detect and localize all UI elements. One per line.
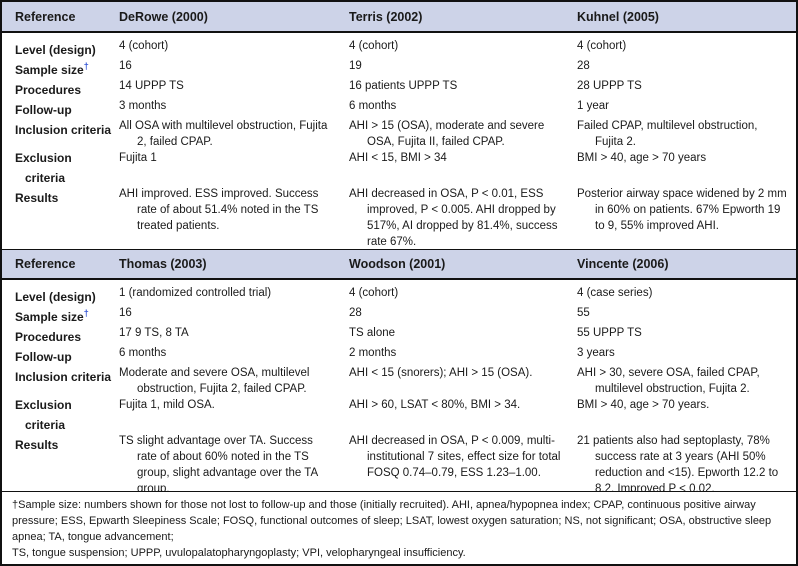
row-exclusion-criteria: Exclusion criteria Fujita 1, mild OSA. A…	[2, 397, 796, 433]
cell-terris: 16 patients UPPP TS	[349, 80, 458, 92]
row-inclusion-criteria: Inclusion criteria Moderate and severe O…	[2, 365, 796, 397]
cell-terris: AHI > 15 (OSA), moderate and severe OSA,…	[349, 120, 545, 148]
cell-vincente: 4 (case series)	[577, 287, 653, 299]
cell-vincente: 55	[577, 307, 590, 319]
row-label: Follow-up	[15, 103, 72, 117]
cell-derowe: Fujita 1	[119, 152, 157, 164]
row-procedures: Procedures 14 UPPP TS 16 patients UPPP T…	[2, 78, 796, 98]
row-exclusion-criteria: Exclusion criteria Fujita 1 AHI < 15, BM…	[2, 150, 796, 186]
row-label: Procedures	[15, 330, 82, 344]
cell-woodson: TS alone	[349, 327, 396, 339]
cell-terris: 19	[349, 60, 362, 72]
row-label: Results	[15, 438, 59, 452]
cell-derowe: 3 months	[119, 100, 167, 112]
row-label: Sample size	[15, 63, 84, 77]
row-sample-size: Sample size† 16 19 28	[2, 58, 796, 78]
cell-terris: AHI < 15, BMI > 34	[349, 152, 447, 164]
table1-header-terris: Terris (2002)	[349, 9, 423, 24]
cell-kuhnel: 28 UPPP TS	[577, 80, 642, 92]
row-label: Inclusion criteria	[15, 370, 112, 384]
cell-derowe: 16	[119, 60, 132, 72]
row-label: Level (design)	[15, 290, 96, 304]
cell-thomas: 1 (randomized controlled trial)	[119, 287, 272, 299]
row-results: Results TS slight advantage over TA. Suc…	[2, 433, 796, 491]
table2-header-thomas: Thomas (2003)	[119, 257, 207, 271]
table2-header-reference: Reference	[15, 257, 76, 271]
table1-header-kuhnel: Kuhnel (2005)	[577, 9, 659, 24]
cell-vincente: 21 patients also had septoplasty, 78% su…	[577, 435, 779, 491]
cell-terris: 4 (cohort)	[349, 40, 399, 52]
table1-header-row: Reference DeRowe (2000) Terris (2002) Ku…	[2, 2, 796, 33]
footnote-line: †Sample size: numbers shown for those no…	[12, 499, 756, 511]
cell-kuhnel: Failed CPAP, multilevel obstruction, Fuj…	[577, 120, 758, 148]
cell-kuhnel: 4 (cohort)	[577, 40, 627, 52]
row-level-design: Level (design) 4 (cohort) 4 (cohort) 4 (…	[2, 38, 796, 58]
cell-vincente: AHI > 30, severe OSA, failed CPAP, multi…	[577, 367, 760, 395]
dagger-mark: †	[83, 308, 89, 318]
cell-terris: 6 months	[349, 100, 397, 112]
cell-woodson: AHI < 15 (snorers); AHI > 15 (OSA).	[349, 367, 533, 379]
cell-derowe: All OSA with multilevel obstruction, Fuj…	[119, 120, 328, 148]
footnote-line: pressure; ESS, Epwarth Sleepiness Scale;…	[12, 515, 772, 527]
row-inclusion-criteria: Inclusion criteria All OSA with multilev…	[2, 118, 796, 150]
row-follow-up: Follow-up 6 months 2 months 3 years	[2, 345, 796, 365]
row-sample-size: Sample size† 16 28 55	[2, 305, 796, 325]
cell-woodson: AHI decreased in OSA, P < 0.009, multi-i…	[349, 435, 561, 479]
row-level-design: Level (design) 1 (randomized controlled …	[2, 285, 796, 305]
table1-header-derowe: DeRowe (2000)	[119, 9, 208, 24]
cell-woodson: 4 (cohort)	[349, 287, 399, 299]
row-results: Results AHI improved. ESS improved. Succ…	[2, 186, 796, 249]
cell-vincente: BMI > 40, age > 70 years.	[577, 399, 710, 411]
cell-thomas: 17 9 TS, 8 TA	[119, 327, 189, 339]
row-follow-up: Follow-up 3 months 6 months 1 year	[2, 98, 796, 118]
table1-header-reference: Reference	[15, 9, 76, 24]
cell-kuhnel: 1 year	[577, 100, 609, 112]
cell-derowe: 4 (cohort)	[119, 40, 169, 52]
cell-woodson: AHI > 60, LSAT < 80%, BMI > 34.	[349, 399, 521, 411]
cell-woodson: 2 months	[349, 347, 397, 359]
row-label: Exclusion criteria	[15, 151, 72, 185]
cell-vincente: 55 UPPP TS	[577, 327, 642, 339]
table2-header-woodson: Woodson (2001)	[349, 257, 446, 271]
cell-thomas: TS slight advantage over TA. Success rat…	[119, 435, 318, 491]
cell-kuhnel: Posterior airway space widened by 2 mm i…	[577, 188, 787, 232]
table-footnote: †Sample size: numbers shown for those no…	[2, 491, 796, 561]
table1-body: Level (design) 4 (cohort) 4 (cohort) 4 (…	[2, 33, 796, 249]
cell-woodson: 28	[349, 307, 362, 319]
row-label: Sample size	[15, 310, 84, 324]
row-label: Follow-up	[15, 350, 72, 364]
dagger-mark: †	[83, 61, 89, 71]
footnote-line: TS, tongue suspension; UPPP, uvulopalato…	[12, 547, 466, 559]
row-label: Exclusion criteria	[15, 398, 72, 432]
cell-derowe: AHI improved. ESS improved. Success rate…	[119, 188, 319, 232]
cell-thomas: 16	[119, 307, 132, 319]
row-label: Level (design)	[15, 43, 96, 57]
cell-kuhnel: 28	[577, 60, 590, 72]
cell-derowe: 14 UPPP TS	[119, 80, 184, 92]
row-label: Procedures	[15, 83, 82, 97]
cell-thomas: 6 months	[119, 347, 167, 359]
footnote-line: apnea; TA, tongue advancement;	[12, 531, 174, 543]
cell-terris: AHI decreased in OSA, P < 0.01, ESS impr…	[349, 188, 558, 248]
table2-header-vincente: Vincente (2006)	[577, 257, 669, 271]
cell-thomas: Fujita 1, mild OSA.	[119, 399, 215, 411]
cell-kuhnel: BMI > 40, age > 70 years	[577, 152, 707, 164]
cell-vincente: 3 years	[577, 347, 615, 359]
table2-header-row: Reference Thomas (2003) Woodson (2001) V…	[2, 249, 796, 280]
table2-body: Level (design) 1 (randomized controlled …	[2, 280, 796, 491]
row-label: Results	[15, 191, 59, 205]
cell-thomas: Moderate and severe OSA, multilevel obst…	[119, 367, 310, 395]
row-procedures: Procedures 17 9 TS, 8 TA TS alone 55 UPP…	[2, 325, 796, 345]
row-label: Inclusion criteria	[15, 123, 112, 137]
